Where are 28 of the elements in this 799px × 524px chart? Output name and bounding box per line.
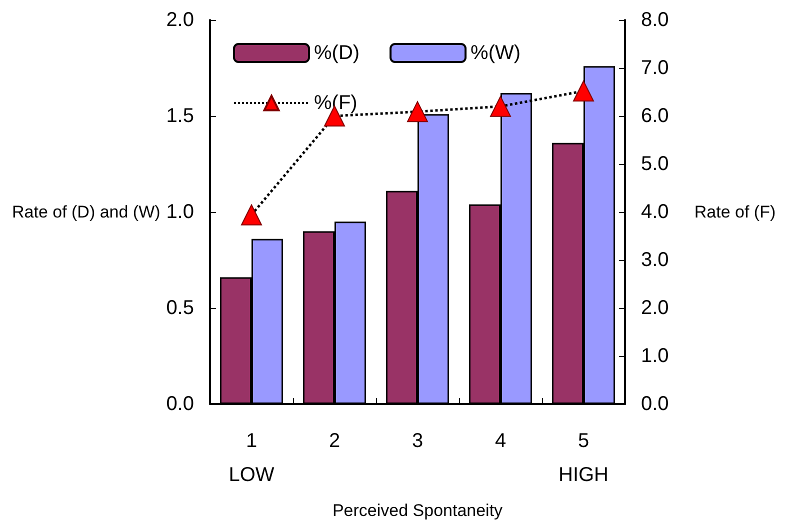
y-tick-label: 1.5: [166, 105, 194, 127]
y2-tick-label: 5.0: [641, 153, 669, 175]
y2-tick-label: 3.0: [641, 249, 669, 271]
point: [407, 101, 428, 122]
x-tick-label: 3: [412, 430, 424, 452]
y2-tick-label: 1.0: [641, 345, 669, 367]
y-tick-label: 1.0: [166, 201, 194, 223]
y-tick-label: 0.0: [166, 393, 194, 415]
y2-tick-label: 6.0: [641, 105, 669, 127]
x-tick-label: 4: [494, 430, 506, 452]
y2-tick-label: 0.0: [641, 393, 669, 415]
x-axis-title: Perceived Spontaneity: [332, 501, 504, 520]
y-tick-label: 2.0: [166, 9, 194, 31]
point: [241, 204, 262, 226]
x-tick-label: 1 LOW: [228, 430, 274, 486]
legend-label: %(W): [470, 42, 521, 64]
x-tick-label: 2: [328, 430, 340, 452]
x-tick-label: 5 HIGH: [558, 430, 608, 486]
y-tick-label: 0.5: [166, 297, 194, 319]
legend-label: %(D): [314, 42, 360, 64]
y2-axis-title: Rate of (F): [694, 202, 776, 222]
y2-tick-label: 8.0: [641, 9, 669, 31]
point: [573, 80, 594, 102]
y-axis-title: Rate of (D) and (W): [12, 202, 160, 222]
y2-tick-label: 4.0: [641, 201, 669, 223]
y2-tick-label: 2.0: [641, 297, 669, 319]
point: [490, 96, 511, 117]
y2-tick-label: 7.0: [641, 57, 669, 79]
